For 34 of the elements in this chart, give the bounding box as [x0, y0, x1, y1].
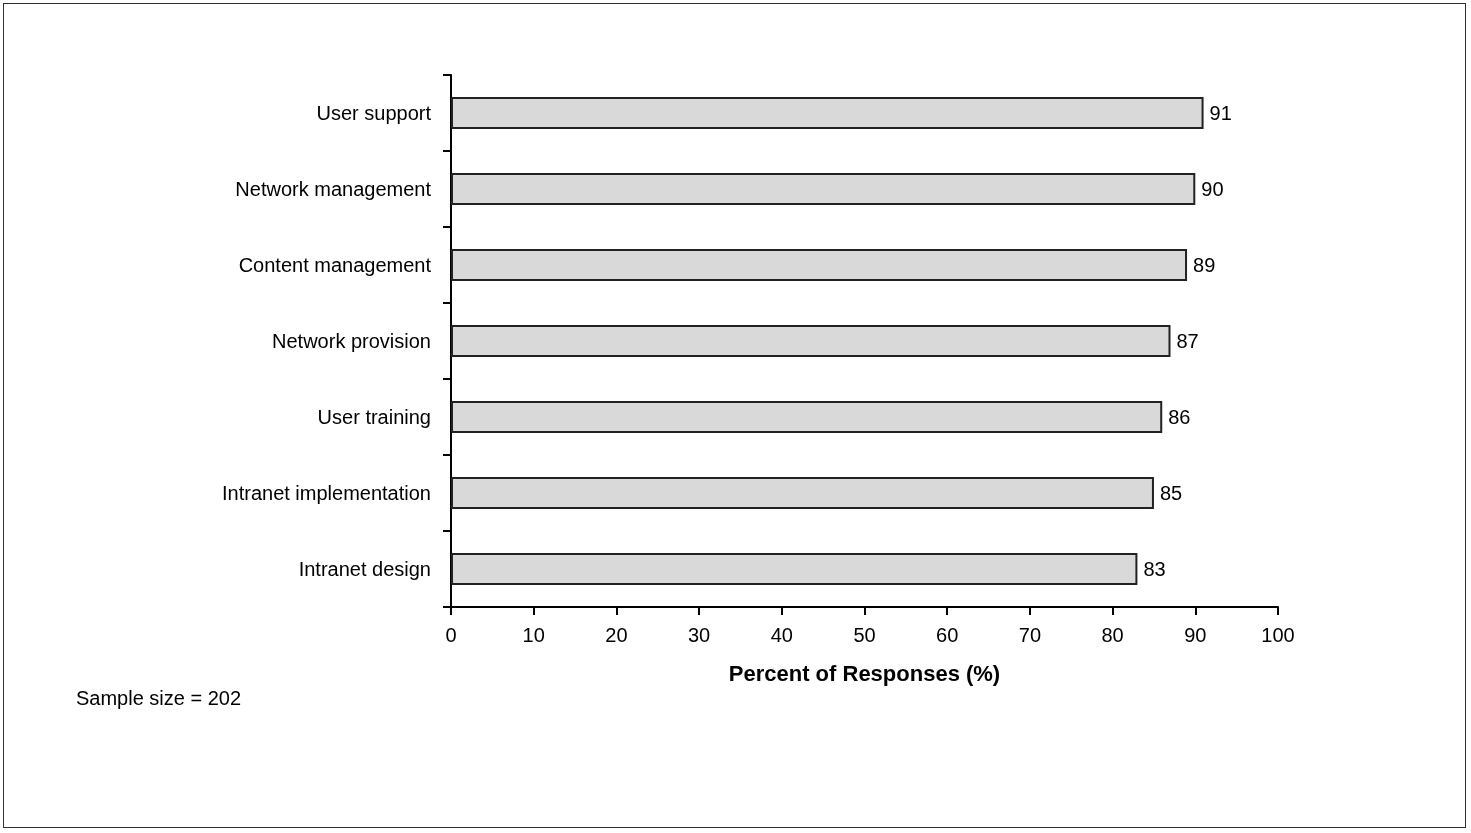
bar [451, 401, 1163, 433]
x-tick-label: 100 [1261, 624, 1295, 646]
x-tick-label: 20 [605, 624, 628, 646]
data-label: 90 [1201, 178, 1224, 200]
y-tick-label: User training [317, 406, 431, 428]
bar [451, 97, 1204, 129]
x-axis-title: Percent of Responses (%) [728, 660, 1001, 686]
bar [451, 477, 1154, 509]
data-label: 91 [1209, 102, 1232, 124]
x-tick-label: 80 [1101, 624, 1124, 646]
data-label: 83 [1143, 558, 1166, 580]
x-tick-label: 60 [936, 624, 959, 646]
x-tick-label: 30 [687, 624, 711, 646]
x-tick-label: 50 [853, 624, 876, 646]
y-tick-label: Intranet design [298, 558, 431, 580]
bar [451, 553, 1138, 585]
text: Sample size = 202 [76, 687, 242, 709]
bar [451, 325, 1171, 357]
bar [451, 249, 1188, 281]
y-tick-label: Content management [238, 254, 432, 276]
data-label: 85 [1159, 482, 1183, 504]
data-label: 87 [1176, 330, 1199, 352]
x-tick-label: 40 [770, 624, 793, 646]
x-tick-label: 70 [1018, 624, 1042, 646]
x-tick-label: 0 [445, 624, 457, 646]
bar [451, 173, 1196, 205]
y-tick-label: Intranet implementation [221, 482, 431, 504]
x-tick-label: 10 [522, 624, 545, 646]
y-tick-label: Network management [235, 178, 432, 200]
y-tick-label: User support [316, 102, 432, 124]
data-label: 89 [1193, 254, 1216, 276]
data-label: 86 [1168, 406, 1191, 428]
y-tick-label: Network provision [272, 330, 431, 352]
x-tick-label: 90 [1184, 624, 1207, 646]
